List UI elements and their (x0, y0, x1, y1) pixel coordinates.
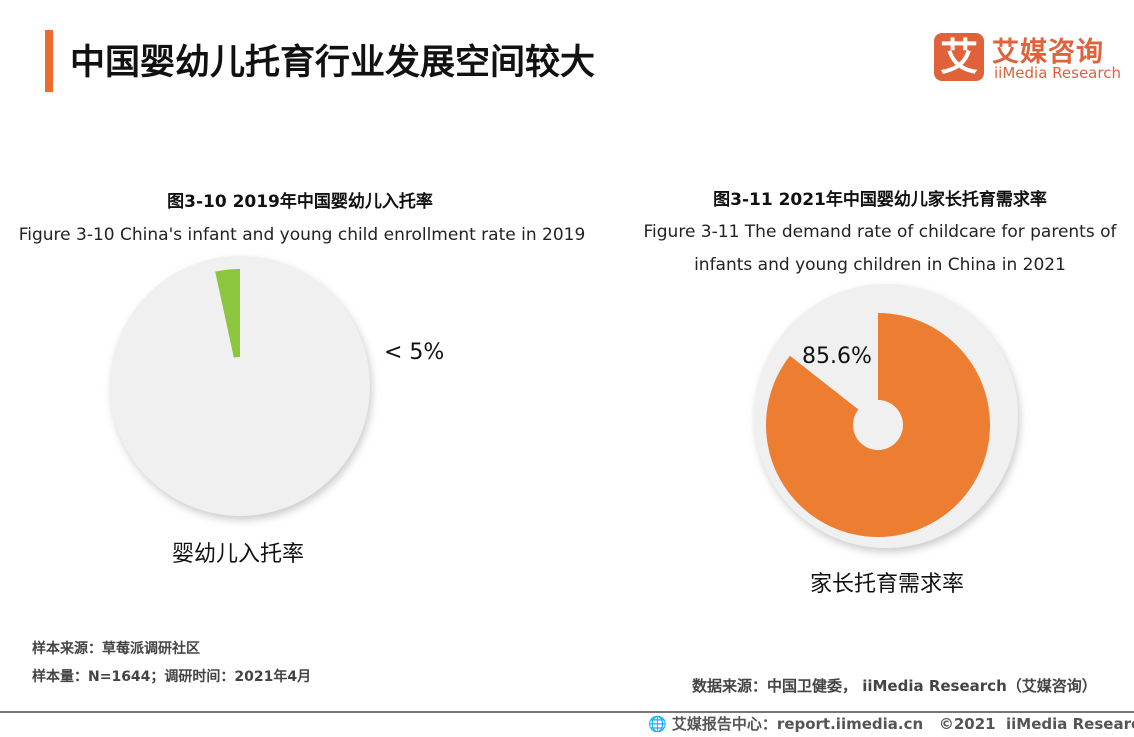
title-accent-bar (45, 30, 53, 92)
footer-divider (0, 711, 1134, 713)
sample-source: 样本来源：草莓派调研社区 (32, 641, 200, 657)
logo-mark: 艾 (934, 33, 984, 81)
chart2-title: 图3-11 2021年中国婴幼儿家长托育需求率 (713, 190, 1047, 210)
chart2-subtitle: Figure 3-11 The demand rate of childcare… (643, 222, 1117, 275)
footer-text[interactable]: 艾媒报告中心：report.iimedia.cn ©2021 iiMedia R… (671, 715, 1134, 733)
chart1-data-label: < 5% (384, 340, 445, 365)
globe-icon: 🌐 (648, 715, 667, 733)
chart1-background-slice (110, 256, 370, 516)
footer: 🌐 艾媒报告中心：report.iimedia.cn ©2021 iiMedia… (648, 713, 1134, 734)
data-source: 数据来源：中国卫健委， iiMedia Research（艾媒咨询） (692, 677, 1097, 695)
chart2-data-label: 85.6% (802, 344, 872, 369)
page-title: 中国婴幼儿托育行业发展空间较大 (70, 43, 596, 83)
chart1-title: 图3-10 2019年中国婴幼儿入托率 (167, 192, 433, 212)
logo-en: iiMedia Research (994, 64, 1121, 82)
chart1-xlabel: 婴幼儿入托率 (172, 542, 305, 567)
chart1-subtitle: Figure 3-10 China's infant and young chi… (18, 225, 586, 245)
chart2-slice (765, 313, 991, 538)
sample-size: 样本量：N=1644；调研时间：2021年4月 (32, 669, 312, 685)
chart1-slice (215, 269, 240, 358)
logo-cn: 艾媒咨询 (992, 37, 1104, 68)
chart2-xlabel: 家长托育需求率 (810, 572, 965, 597)
